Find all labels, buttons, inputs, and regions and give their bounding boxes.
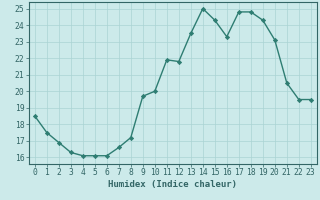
X-axis label: Humidex (Indice chaleur): Humidex (Indice chaleur) [108,180,237,189]
